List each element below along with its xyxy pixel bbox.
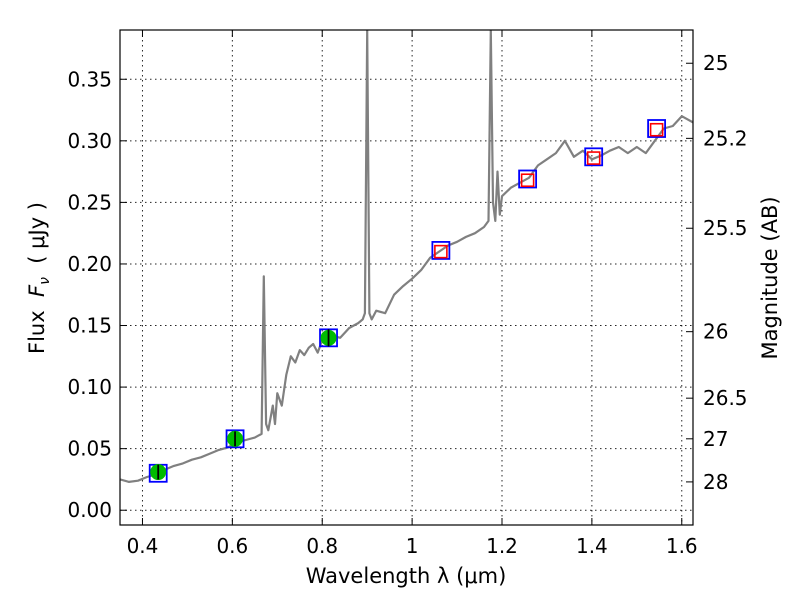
x-tick-label: 1.4 bbox=[576, 534, 608, 558]
mag-tick-label: 26.5 bbox=[703, 386, 748, 410]
upper-limit-square bbox=[520, 173, 535, 188]
y-axis-title: Flux Fν ( μJy ) bbox=[25, 202, 53, 354]
y-tick-label: 0.10 bbox=[67, 375, 112, 399]
x-tick-label: 0.8 bbox=[306, 534, 338, 558]
mag-tick-label: 26 bbox=[703, 320, 728, 344]
plot-frame bbox=[119, 29, 694, 526]
y-tick-label: 0.20 bbox=[67, 252, 112, 276]
y-tick-label: 0.30 bbox=[67, 129, 112, 153]
x-tick-label: 1.6 bbox=[666, 534, 698, 558]
x-tick-label: 0.4 bbox=[127, 534, 159, 558]
markers-layer bbox=[148, 119, 666, 483]
y-tick-label: 0.35 bbox=[67, 67, 112, 91]
ticks-layer: 0.4 0.6 0.8 1 1.2 1.4 1.6 0.00 0.05 0.10 0.15 0.20 0… bbox=[67, 30, 748, 558]
model-photometry-square bbox=[584, 147, 604, 167]
x-tick-label: 1 bbox=[406, 534, 419, 558]
y2-axis-title: Magnitude (AB) bbox=[758, 196, 782, 359]
y-tick-label: 0.00 bbox=[67, 498, 112, 522]
mag-tick-label: 28 bbox=[703, 470, 728, 494]
x-axis-title: Wavelength λ (μm) bbox=[306, 564, 507, 588]
x-tick-label: 0.6 bbox=[216, 534, 248, 558]
grid-layer bbox=[120, 30, 693, 525]
x-tick-label: 1.2 bbox=[486, 534, 518, 558]
upper-limit-square bbox=[434, 244, 448, 259]
mag-tick-label: 25 bbox=[703, 51, 728, 75]
model-photometry-square bbox=[647, 119, 666, 138]
mag-tick-label: 25.2 bbox=[703, 126, 748, 150]
model-photometry-square bbox=[518, 169, 538, 189]
model-photometry-square bbox=[225, 429, 245, 449]
y-tick-label: 0.15 bbox=[67, 314, 112, 338]
mag-tick-label: 27 bbox=[703, 427, 728, 451]
y-tick-label: 0.25 bbox=[67, 190, 112, 214]
y-tick-label: 0.05 bbox=[67, 437, 112, 461]
mag-tick-label: 25.5 bbox=[703, 216, 748, 240]
upper-limit-square bbox=[649, 122, 664, 137]
model-spectrum-line bbox=[120, 30, 693, 483]
model-photometry-square bbox=[431, 241, 451, 260]
upper-limit-square bbox=[586, 151, 601, 165]
